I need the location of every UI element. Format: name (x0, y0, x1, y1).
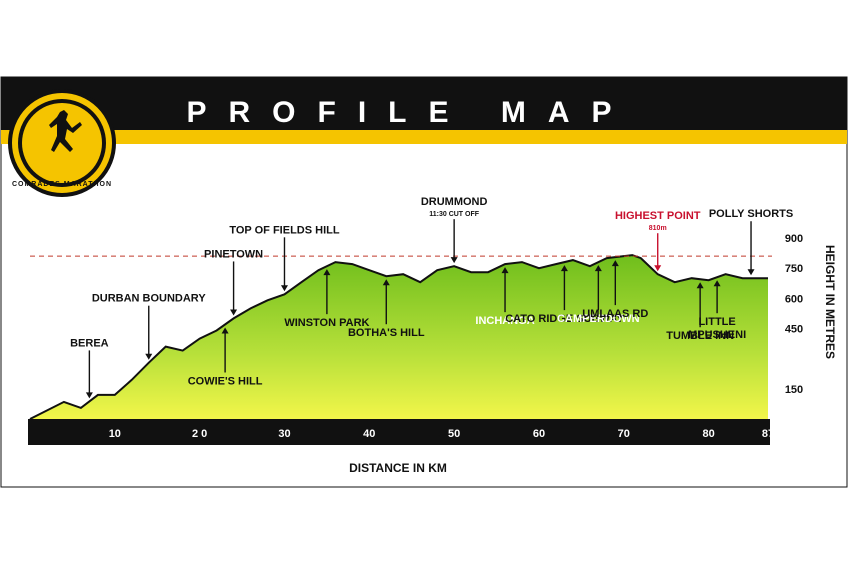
annotation: TUMBLE INN (666, 282, 734, 342)
annotation-arrowhead (560, 265, 568, 272)
annotation-arrowhead (145, 353, 153, 360)
annotation-arrowhead (230, 309, 238, 316)
annotation-arrowhead (85, 392, 93, 399)
y-tick-label: 900 (785, 233, 803, 245)
annotation-label: TUMBLE INN (666, 330, 734, 342)
annotation-label: LITTLE (698, 316, 735, 328)
annotation-arrowhead (450, 257, 458, 264)
annotation-arrowhead (501, 267, 509, 274)
annotation-label: BEREA (70, 337, 109, 349)
annotation: PINETOWN (204, 248, 263, 316)
x-axis-band (28, 419, 770, 445)
annotation-label: PINETOWN (204, 248, 263, 260)
x-tick-label: 10 (109, 428, 121, 440)
annotation-arrowhead (382, 279, 390, 286)
annotation-label: UMLAAS RD (582, 308, 648, 320)
annotation: TOP OF FIELDS HILL (229, 224, 340, 292)
x-tick-label: 60 (533, 428, 545, 440)
x-tick-label: 87 (762, 428, 774, 440)
comrades-logo: COMRADES MARATHON (8, 89, 116, 197)
x-tick-label: 30 (278, 428, 290, 440)
x-tick-label: 70 (618, 428, 630, 440)
annotation-label: DURBAN BOUNDARY (92, 293, 207, 305)
annotation-arrowhead (323, 269, 331, 276)
annotation-sublabel: MPUSHENI (688, 329, 746, 341)
annotations: BEREA DURBAN BOUNDARY COWIE'S HILL PINETOWN… (70, 196, 793, 399)
annotation-label: HIGHEST POINT (615, 210, 701, 222)
area-layer (29, 254, 768, 420)
annotation-label: TOP OF FIELDS HILL (229, 224, 339, 236)
y-tick-label: 600 (785, 293, 803, 305)
title-banner (1, 77, 847, 137)
annotation: BOTHA'S HILL (348, 279, 425, 339)
elevation-line (29, 254, 768, 420)
runner-icon (49, 110, 82, 152)
annotation-arrowhead (611, 260, 619, 267)
annotation-sublabel: 11:30 CUT OFF (429, 211, 480, 218)
annotation: UMLAAS RD (582, 260, 648, 320)
annotation: DURBAN BOUNDARY (92, 293, 207, 360)
annotation-arrowhead (713, 280, 721, 287)
annotation: WINSTON PARK (284, 269, 370, 329)
annotation-arrowhead (594, 265, 602, 272)
annotation: COWIE'S HILL (188, 327, 263, 387)
annotation-arrowhead (696, 282, 704, 289)
annotation-arrowhead (221, 327, 229, 334)
y-tick-label: 750 (785, 263, 803, 275)
annotation-arrowhead (747, 269, 755, 276)
annotation-label: CAMPERDOWN (557, 313, 640, 325)
title-accent-bar (1, 130, 847, 144)
annotation: POLLY SHORTS (709, 208, 793, 276)
annotation-label: DRUMMOND (421, 196, 488, 208)
x-tick-label: 2 0 (192, 428, 207, 440)
annotation-label: INCHANGA (475, 315, 534, 327)
x-ticks: 10 2 0 30 40 50 60 70 80 87 (109, 428, 774, 440)
x-tick-label: 40 (363, 428, 375, 440)
chart-title: PROFILE MAP (186, 96, 633, 129)
x-axis-label: DISTANCE IN KM (349, 461, 447, 475)
elevation-area (30, 255, 768, 419)
annotation-label: COWIE'S HILL (188, 375, 263, 387)
annotation: CAMPERDOWN (557, 265, 640, 325)
annotation-sublabel: 810m (649, 225, 667, 232)
y-tick-label: 450 (785, 324, 803, 336)
logo-text: COMRADES MARATHON (12, 181, 112, 188)
x-tick-label: 50 (448, 428, 460, 440)
annotation-label: BOTHA'S HILL (348, 327, 425, 339)
annotation: CATO RIDGE SUBWAY (505, 265, 624, 325)
annotation-label: POLLY SHORTS (709, 208, 793, 220)
annotation: DRUMMOND 11:30 CUT OFF (421, 196, 488, 264)
annotation-label: CATO RIDGE SUBWAY (505, 313, 624, 325)
x-tick-label: 80 (702, 428, 714, 440)
annotation: HIGHEST POINT 810m (615, 210, 701, 272)
annotation: BEREA (70, 337, 109, 399)
y-ticks: 900 750 600 450 150 (785, 233, 803, 396)
annotation: INCHANGA (475, 267, 535, 327)
annotation-arrowhead (654, 265, 662, 272)
annotation-arrowhead (280, 285, 288, 292)
annotation-label: WINSTON PARK (284, 317, 369, 329)
y-tick-label: 150 (785, 384, 803, 396)
y-axis-label: HEIGHT IN METRES (823, 245, 837, 359)
